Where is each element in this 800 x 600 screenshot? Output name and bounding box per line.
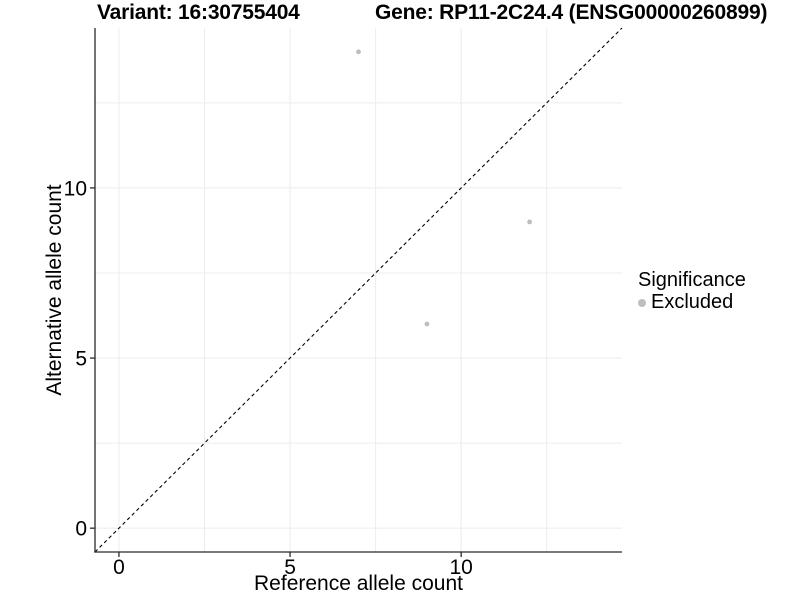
data-point [424,321,430,327]
y-tick-label: 10 [64,177,87,200]
legend-item-excluded: Excluded [638,291,746,314]
y-axis-title: Alternative allele count [43,184,66,396]
x-tick-label: 5 [284,556,296,579]
legend-item-label: Excluded [651,291,734,313]
excluded-point-icon [638,298,646,307]
legend-title: Significance [638,269,746,291]
y-tick-label: 5 [75,348,87,371]
legend: Significance Excluded [638,269,746,314]
variant-title: Variant: 16:30755404 [97,1,300,24]
data-point [527,219,533,225]
x-tick-label: 0 [113,556,125,579]
x-tick-label: 10 [449,556,472,579]
identity-line [94,27,623,553]
gene-title: Gene: RP11-2C24.4 (ENSG00000260899) [375,1,768,24]
data-point [356,49,361,55]
y-tick-label: 0 [75,518,87,541]
x-axis-title: Reference allele count [254,572,463,595]
